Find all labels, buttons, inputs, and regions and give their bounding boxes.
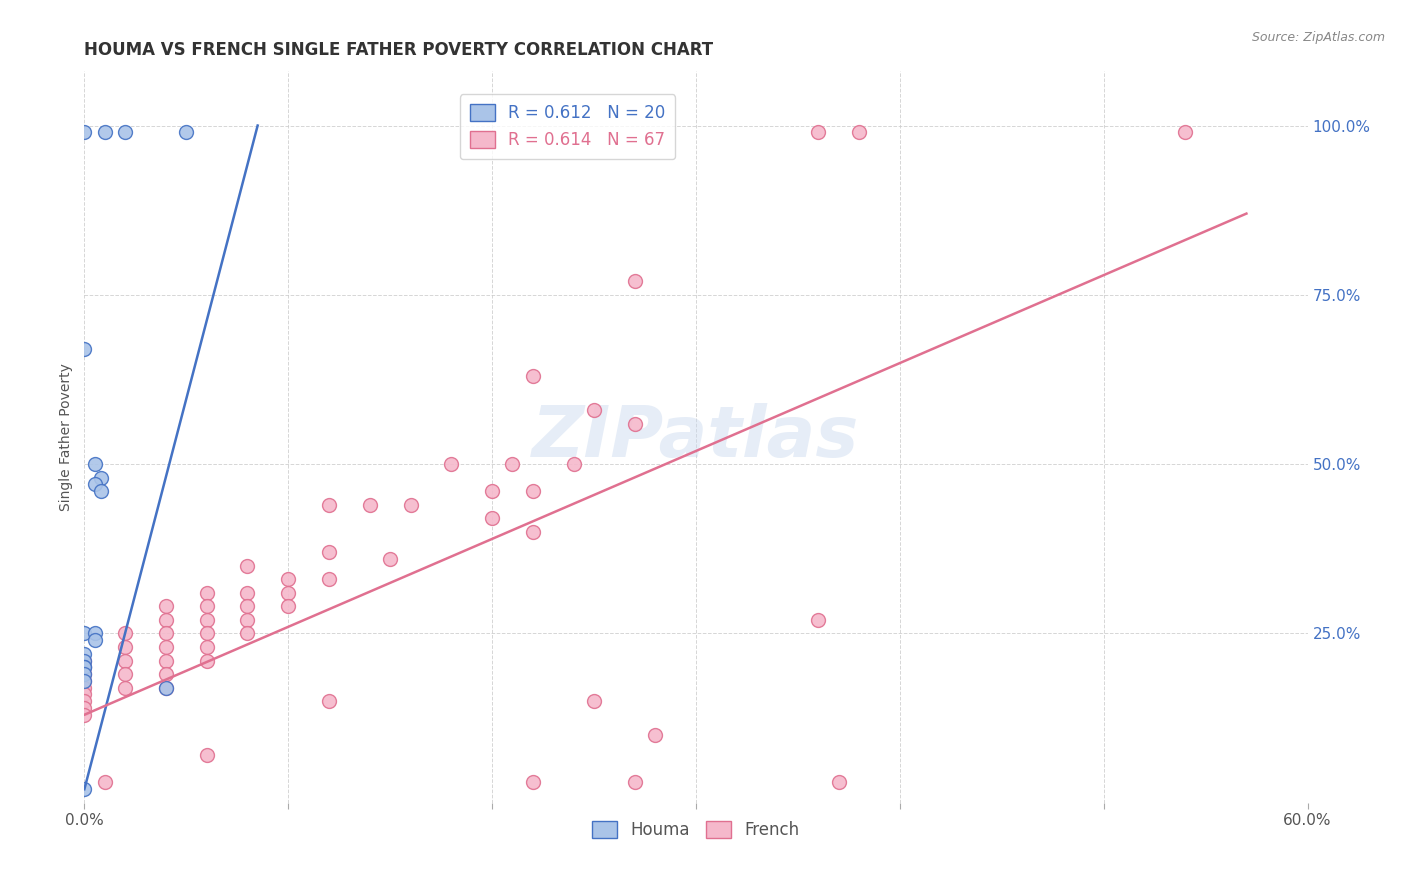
Point (380, 552, 402, 566)
Point (114, 667, 136, 681)
Text: Source: ZipAtlas.com: Source: ZipAtlas.com (1251, 31, 1385, 45)
Point (644, 728, 666, 742)
Point (73, 647, 96, 661)
Point (73, 782, 96, 797)
Point (195, 654, 218, 668)
Point (1174, 125, 1197, 139)
Point (236, 558, 259, 573)
Point (73, 673, 96, 688)
Point (90, 484, 112, 499)
Point (562, 457, 585, 471)
Point (83, 477, 105, 491)
Point (624, 274, 647, 288)
Point (73, 654, 96, 668)
Point (522, 775, 544, 789)
Point (195, 599, 218, 614)
Point (114, 654, 136, 668)
Point (83, 633, 105, 648)
Point (848, 125, 870, 139)
Point (318, 545, 340, 559)
Point (277, 586, 299, 600)
Point (73, 701, 96, 715)
Point (807, 125, 830, 139)
Point (236, 613, 259, 627)
Point (399, 498, 422, 512)
Point (195, 640, 218, 654)
Point (155, 654, 177, 668)
Point (73, 707, 96, 722)
Point (155, 681, 177, 695)
Point (277, 599, 299, 614)
Point (93, 775, 115, 789)
Point (195, 626, 218, 640)
Text: ZIPatlas: ZIPatlas (533, 402, 859, 472)
Point (236, 599, 259, 614)
Point (440, 457, 463, 471)
Point (114, 125, 136, 139)
Point (155, 681, 177, 695)
Point (73, 667, 96, 681)
Point (73, 667, 96, 681)
Point (73, 654, 96, 668)
Point (318, 572, 340, 586)
Point (236, 626, 259, 640)
Point (155, 640, 177, 654)
Text: HOUMA VS FRENCH SINGLE FATHER POVERTY CORRELATION CHART: HOUMA VS FRENCH SINGLE FATHER POVERTY CO… (84, 41, 713, 59)
Point (73, 694, 96, 708)
Point (73, 681, 96, 695)
Point (155, 667, 177, 681)
Point (522, 484, 544, 499)
Point (73, 626, 96, 640)
Legend: Houma, French: Houma, French (585, 814, 807, 846)
Point (83, 457, 105, 471)
Point (155, 613, 177, 627)
Point (318, 694, 340, 708)
Point (155, 599, 177, 614)
Point (73, 673, 96, 688)
Point (481, 484, 503, 499)
Point (73, 660, 96, 674)
Point (195, 613, 218, 627)
Point (502, 457, 524, 471)
Point (624, 775, 647, 789)
Point (114, 626, 136, 640)
Point (83, 626, 105, 640)
Point (73, 660, 96, 674)
Point (73, 125, 96, 139)
Point (114, 681, 136, 695)
Point (522, 369, 544, 384)
Point (583, 694, 606, 708)
Point (583, 403, 606, 417)
Point (807, 613, 830, 627)
Point (73, 660, 96, 674)
Point (90, 471, 112, 485)
Point (624, 417, 647, 431)
Point (359, 498, 381, 512)
Point (828, 775, 851, 789)
Point (73, 688, 96, 702)
Point (481, 511, 503, 525)
Point (277, 572, 299, 586)
Point (93, 125, 115, 139)
Point (236, 586, 259, 600)
Point (73, 342, 96, 356)
Point (195, 586, 218, 600)
Point (318, 498, 340, 512)
Point (522, 524, 544, 539)
Point (155, 626, 177, 640)
Point (195, 748, 218, 763)
Point (114, 640, 136, 654)
Point (174, 125, 197, 139)
Y-axis label: Single Father Poverty: Single Father Poverty (59, 363, 73, 511)
